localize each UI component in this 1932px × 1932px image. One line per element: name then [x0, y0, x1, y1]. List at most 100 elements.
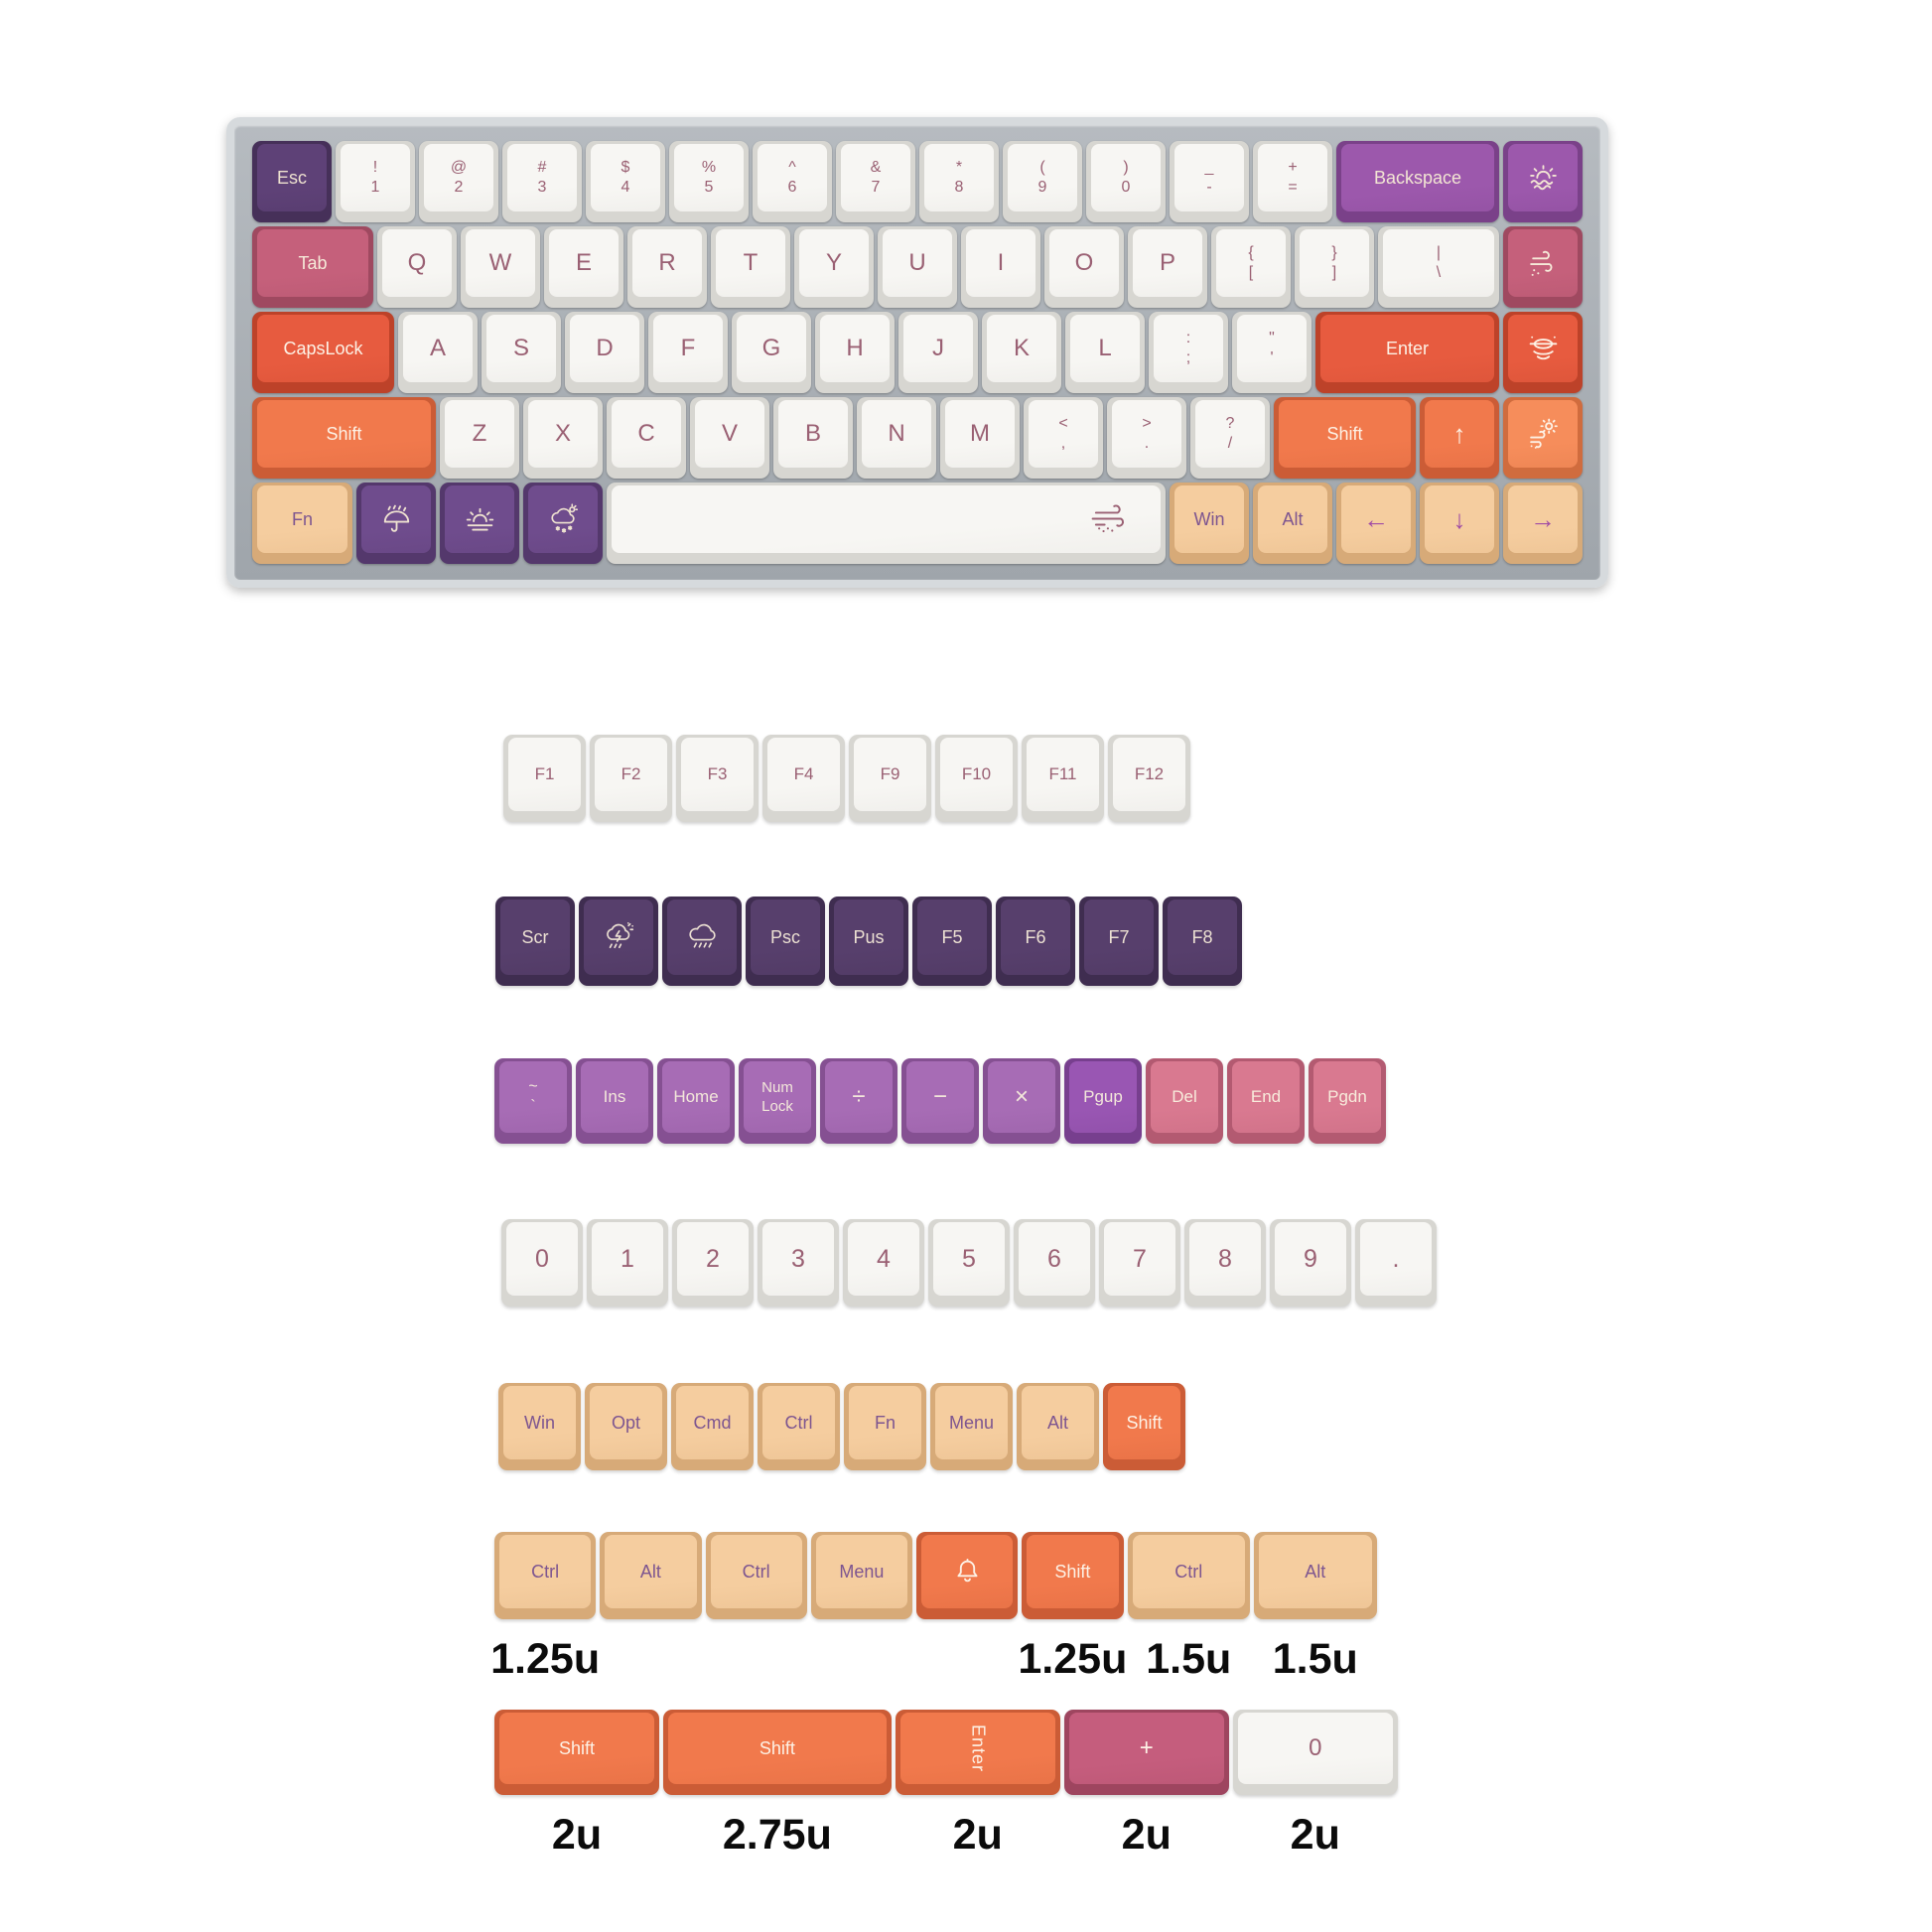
key-legend: F	[680, 335, 696, 361]
key-wide-ctrl-1: Ctrl	[494, 1532, 597, 1619]
key-x: X	[523, 397, 603, 479]
key-9: (9	[1003, 141, 1082, 222]
key-legend: Win	[524, 1412, 555, 1433]
key-w: W	[461, 226, 540, 308]
key-legend: F7	[1108, 926, 1130, 947]
key-scr: Scr	[495, 897, 575, 986]
key-pus: Pus	[829, 897, 908, 986]
space-wind-icon	[1087, 502, 1131, 537]
key-legend: Enter	[968, 1724, 989, 1773]
key-0: ) 0	[1086, 141, 1166, 222]
keycap-row-mods-tan: Win Opt Cmd Ctrl Fn Menu Alt Shift	[496, 1383, 1187, 1470]
key-legend: F12	[1134, 764, 1165, 783]
key-legend: 1	[621, 1244, 634, 1273]
key-legend: W	[488, 249, 512, 276]
key-legend: Psc	[769, 926, 800, 947]
key-legend: H	[846, 335, 864, 361]
key-legend: ↑	[1452, 418, 1466, 449]
key-legend: Shift	[326, 423, 362, 444]
key-enter: Enter	[1315, 312, 1499, 393]
key-legend: ←	[1363, 503, 1389, 534]
key-legend: {[	[1248, 244, 1254, 281]
key-storm-cloud	[579, 897, 658, 986]
key-semicolon: :;	[1149, 312, 1228, 393]
key-legend: Ins	[603, 1087, 626, 1106]
key-legend: 8	[1218, 1244, 1232, 1273]
key-legend: Del	[1172, 1087, 1197, 1106]
key-pgup: Pgup	[1064, 1058, 1142, 1144]
key-legend: Alt	[1046, 1412, 1068, 1433]
key-alt: Alt	[1253, 483, 1332, 564]
key-legend: + =	[1288, 159, 1298, 196]
key-q: Q	[377, 226, 457, 308]
key-i: I	[961, 226, 1040, 308]
key-rbracket: }]	[1295, 226, 1374, 308]
sunrise-sea-icon	[1527, 162, 1560, 195]
size-label-wide-ctrl-1: 1.25u	[490, 1635, 601, 1683]
key-wide-ctrl-3: Ctrl	[1127, 1532, 1250, 1619]
key-legend: ~ `	[528, 1078, 538, 1115]
key-capslock: CapsLock	[252, 312, 394, 393]
key-big-shift-1: Shift	[494, 1710, 659, 1795]
key-7: & 7	[836, 141, 915, 222]
key-legend: ? /	[1225, 415, 1235, 452]
key-legend: Backspace	[1373, 167, 1462, 188]
key-legend: F9	[880, 764, 900, 783]
key-legend: ^ 6	[787, 159, 797, 196]
key-legend: ↓	[1452, 503, 1466, 534]
key-period: >.	[1107, 397, 1186, 479]
key-legend: ×	[1014, 1083, 1029, 1110]
size-label-wide-shift: 1.25u	[1018, 1635, 1128, 1683]
key-legend: 2	[706, 1244, 720, 1273]
key-numlock: Num Lock	[739, 1058, 816, 1144]
key-legend: 0	[1309, 1734, 1322, 1761]
key-equals: + =	[1253, 141, 1332, 222]
key-e: E	[544, 226, 623, 308]
key-wide-alt-1: Alt	[600, 1532, 702, 1619]
key-legend: Shift	[1326, 423, 1363, 444]
key-b: B	[773, 397, 853, 479]
keyboard-row-qwerty: Tab Q W E R T Y U I O P {[}] | \	[250, 226, 1585, 308]
keyboard-row-number: Esc ! 1 @2 #3 $4 % 5 ^ 6 & 7 * 8 (9) 0 _ - + = Backspace	[250, 141, 1585, 222]
key-legend: V	[721, 420, 738, 447]
key-legend: Shift	[1126, 1412, 1163, 1433]
key-legend: Cmd	[693, 1412, 732, 1433]
key-legend: 9	[1304, 1244, 1317, 1273]
key-g: G	[732, 312, 811, 393]
key-legend: Ctrl	[742, 1561, 770, 1582]
key-num-9: 9	[1270, 1219, 1351, 1307]
keycap-row-numpad-white: 0 1 2 3 4 5 6 7 8 9.	[499, 1219, 1439, 1307]
key-legend: Tab	[298, 252, 328, 273]
key-l: L	[1065, 312, 1145, 393]
key-y: Y	[794, 226, 874, 308]
key-legend: K	[1013, 335, 1030, 361]
wind-icon	[1527, 247, 1560, 280]
key-legend: Pgup	[1083, 1087, 1123, 1106]
key-mod-fn: Fn	[844, 1383, 926, 1470]
key-legend: Q	[407, 249, 427, 276]
keycap-row-big-keys: Shift Shift Enter +0	[492, 1710, 1400, 1795]
key-s: S	[482, 312, 561, 393]
key-v: V	[690, 397, 769, 479]
key-legend: Opt	[611, 1412, 640, 1433]
key-legend: R	[658, 249, 676, 276]
key-f7: F7	[1079, 897, 1159, 986]
key-4: $4	[586, 141, 665, 222]
pond-icon	[1527, 333, 1560, 365]
key-wide-shift: Shift	[1022, 1532, 1124, 1619]
key-up-arrow: ↑	[1420, 397, 1499, 479]
key-h: H	[815, 312, 895, 393]
key-legend: Y	[825, 249, 842, 276]
key-legend: CapsLock	[283, 338, 363, 358]
key-num-8: 8	[1184, 1219, 1266, 1307]
key-legend: D	[596, 335, 614, 361]
size-label-big-enter: 2u	[952, 1811, 1003, 1859]
key-8: * 8	[919, 141, 999, 222]
key-legend: * 8	[954, 159, 964, 196]
size-label-big-plus: 2u	[1121, 1811, 1172, 1859]
key-space	[607, 483, 1166, 564]
key-legend: −	[932, 1083, 947, 1110]
key-legend: +	[1139, 1734, 1154, 1761]
key-big-0: 0	[1232, 1710, 1398, 1795]
